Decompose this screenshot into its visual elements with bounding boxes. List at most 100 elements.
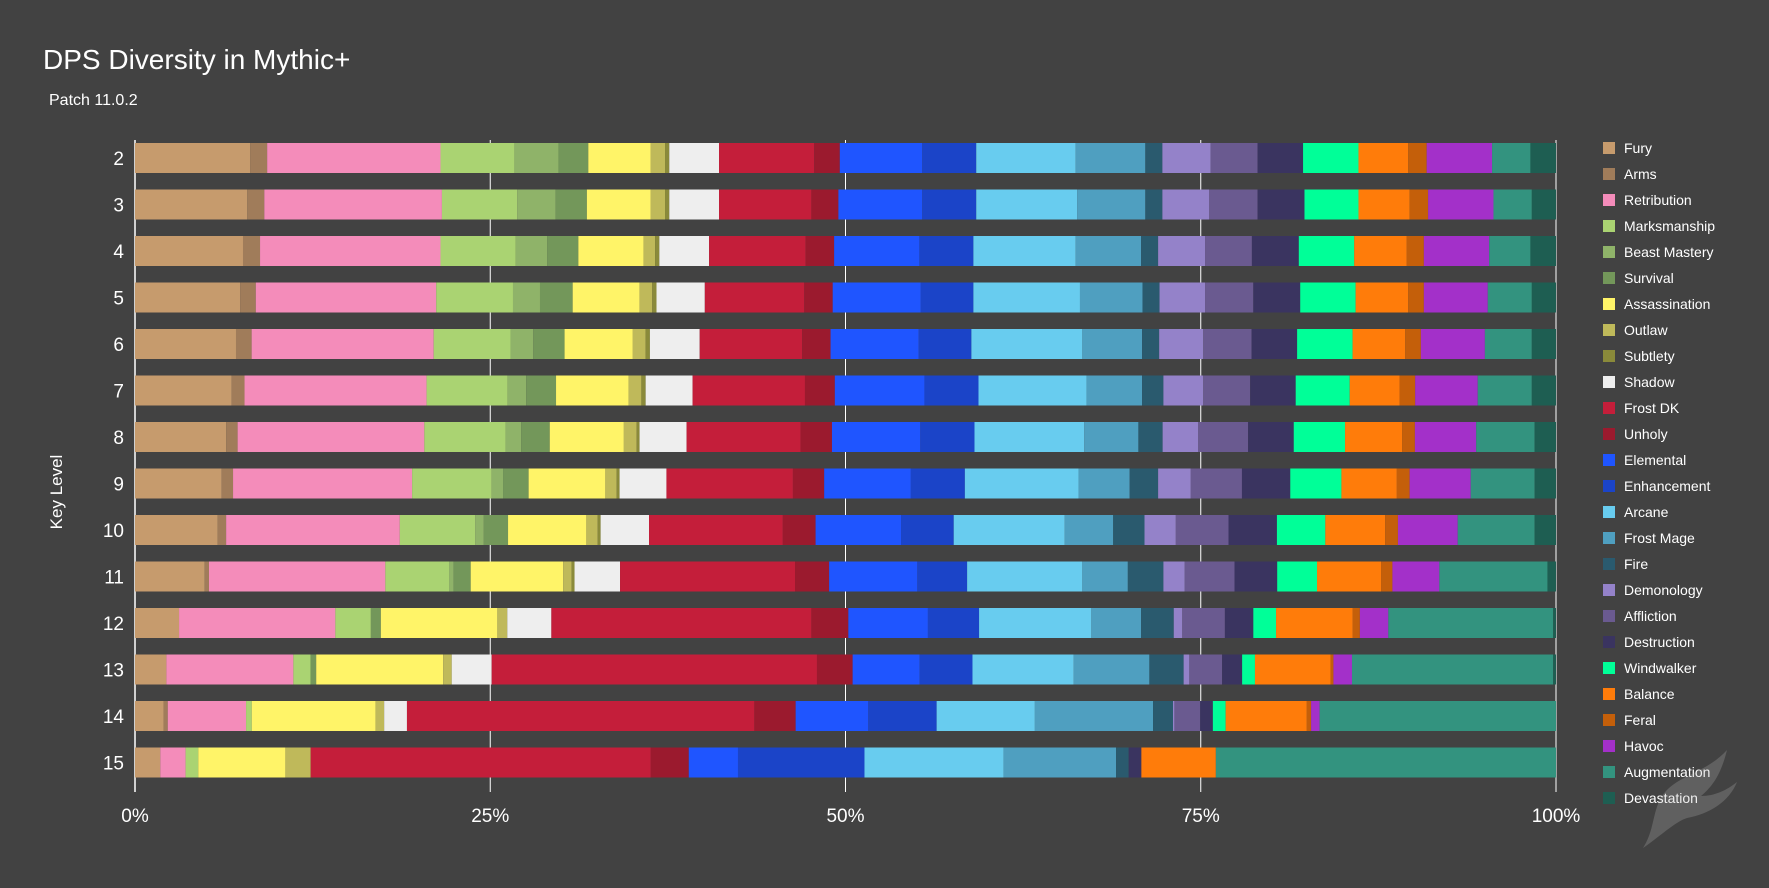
legend-entry: Affliction	[1624, 608, 1677, 624]
legend-entry: Feral	[1624, 712, 1656, 728]
bar-segment-assassination-6	[564, 329, 633, 359]
bar-segment-survival-12	[370, 608, 381, 638]
bar-segment-marksmanship-3	[441, 189, 518, 220]
bar-segment-destruction-2	[1257, 143, 1304, 173]
bar-segment-havoc-14	[1311, 701, 1320, 731]
bar-segment-marksmanship-7	[426, 375, 508, 406]
bar-segment-frost-mage-10	[1064, 515, 1114, 545]
bar-segment-outlaw-14	[375, 701, 385, 731]
bar-segment-elemental-3	[838, 189, 923, 220]
bar-segment-subtlety-7	[641, 375, 646, 406]
bar-segment-destruction-3	[1257, 189, 1305, 220]
legend-entry: Unholy	[1624, 426, 1668, 442]
legend-entry: Arms	[1624, 166, 1657, 182]
bar-segment-assassination-12	[380, 608, 498, 638]
bar-segment-destruction-7	[1250, 375, 1296, 406]
bar-segment-balance-13	[1254, 654, 1331, 685]
bar-segment-windwalker-10	[1276, 515, 1326, 545]
bar-segment-beast-mastery-10	[475, 515, 484, 545]
bar-segment-demonology-13	[1183, 654, 1190, 685]
bar-segment-unholy-6	[802, 329, 831, 359]
bar-segment-frost-dk-9	[666, 468, 793, 499]
bar-segment-balance-15	[1141, 747, 1216, 778]
bar-segment-subtlety-11	[571, 561, 575, 592]
y-tick-label: 12	[103, 614, 124, 635]
bar-segment-augmentation-4	[1489, 236, 1531, 266]
legend-entry: Assassination	[1624, 296, 1710, 312]
bar-segment-arms-10	[217, 515, 227, 545]
bar-segment-havoc-10	[1397, 515, 1458, 545]
x-tick-label: 100%	[1532, 806, 1581, 827]
bar-segment-subtlety-4	[655, 236, 660, 266]
bar-segment-feral-10	[1385, 515, 1398, 545]
legend-swatch	[1603, 376, 1615, 388]
bar-segment-feral-2	[1408, 143, 1427, 173]
bar-segment-retribution-5	[255, 282, 437, 313]
bar-segment-frost-mage-5	[1079, 282, 1143, 313]
bar-segment-balance-4	[1354, 236, 1407, 266]
bar-segment-shadow-4	[659, 236, 710, 266]
bar-segment-assassination-10	[508, 515, 587, 545]
bar-segment-shadow-10	[600, 515, 650, 545]
legend-swatch	[1603, 350, 1615, 362]
bar-segment-feral-5	[1408, 282, 1424, 313]
y-tick-label: 15	[103, 754, 124, 775]
bar-segment-windwalker-8	[1293, 422, 1346, 452]
bar-segment-subtlety-8	[636, 422, 640, 452]
bar-segment-retribution-3	[264, 189, 442, 220]
bar-segment-windwalker-6	[1297, 329, 1353, 359]
bar-segment-balance-6	[1352, 329, 1406, 359]
legend-swatch	[1603, 584, 1615, 596]
bar-segment-outlaw-10	[586, 515, 598, 545]
y-tick-label: 10	[103, 521, 124, 542]
bar-segment-feral-4	[1406, 236, 1424, 266]
bar-segment-balance-10	[1325, 515, 1386, 545]
chart-subtitle: Patch 11.0.2	[49, 92, 138, 109]
bar-segment-elemental-9	[824, 468, 911, 499]
bar-segment-assassination-5	[572, 282, 640, 313]
bar-segment-fury-3	[135, 189, 248, 220]
bar-segment-fire-8	[1138, 422, 1163, 452]
bar-segment-frost-mage-6	[1082, 329, 1143, 359]
bar-segment-balance-8	[1345, 422, 1403, 452]
bar-segment-enhancement-3	[922, 189, 977, 220]
bar-segment-frost-dk-12	[551, 608, 812, 638]
bar-segment-augmentation-11	[1439, 561, 1548, 592]
bar-segment-elemental-4	[834, 236, 920, 266]
bar-segment-assassination-2	[588, 143, 651, 173]
bar-segment-arcane-5	[973, 282, 1080, 313]
bar-segment-fury-10	[135, 515, 218, 545]
x-tick-label: 0%	[121, 806, 149, 827]
bar-segment-augmentation-5	[1487, 282, 1532, 313]
bar-segment-frost-mage-8	[1084, 422, 1139, 452]
legend-entry: Frost Mage	[1624, 530, 1695, 546]
bar-segment-unholy-10	[782, 515, 816, 545]
bar-segment-feral-8	[1402, 422, 1415, 452]
bar-segment-frost-mage-3	[1077, 189, 1146, 220]
bar-segment-arms-7	[231, 375, 245, 406]
bar-segment-frost-dk-2	[719, 143, 815, 173]
bar-segment-retribution-7	[244, 375, 427, 406]
bar-segment-survival-10	[483, 515, 509, 545]
bar-segment-feral-9	[1396, 468, 1410, 499]
legend-entry: Havoc	[1624, 738, 1664, 754]
bar-segment-fire-14	[1153, 701, 1173, 731]
legend-swatch	[1603, 272, 1615, 284]
bar-segment-demonology-5	[1159, 282, 1206, 313]
y-tick-label: 11	[104, 568, 124, 589]
legend-swatch	[1603, 246, 1615, 258]
bar-segment-balance-11	[1317, 561, 1382, 592]
bar-segment-demonology-7	[1163, 375, 1204, 406]
legend-entry: Arcane	[1624, 504, 1669, 520]
bar-segment-elemental-7	[834, 375, 925, 406]
bar-segment-balance-7	[1349, 375, 1400, 406]
bar-segment-arcane-10	[953, 515, 1065, 545]
bar-segment-beast-mastery-9	[491, 468, 504, 499]
x-tick-label: 25%	[471, 806, 509, 827]
legend-swatch	[1603, 220, 1615, 232]
bar-segment-arms-9	[221, 468, 234, 499]
bar-segment-shadow-11	[574, 561, 621, 592]
bar-segment-augmentation-3	[1493, 189, 1532, 220]
bar-segment-arms-5	[240, 282, 256, 313]
bar-segment-unholy-14	[754, 701, 796, 731]
